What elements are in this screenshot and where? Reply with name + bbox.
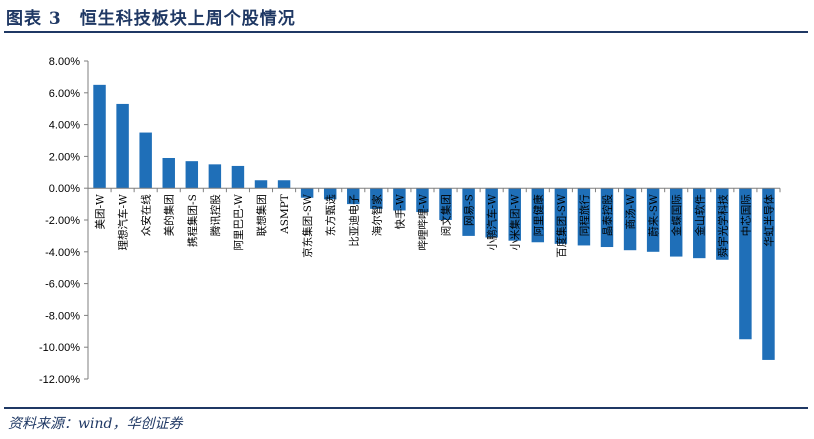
category-label: 晶泰控股 [601,194,614,236]
bar [531,188,545,243]
bar-chart: 8.00% 6.00% 4.00% 2.00% 0.00% -2.00% -4.00% -6.… [39,56,781,386]
bar [462,188,475,236]
bar [762,188,775,360]
category-label: 华虹半导体 [762,194,775,247]
category-label: 阿里健康 [532,194,545,236]
category-label: 携程集团-S [186,194,199,247]
bar [347,188,360,205]
y-tick-label: 0.00% [49,183,80,195]
category-label: 网易-S [464,194,476,226]
category-label: 众安在线 [140,194,153,236]
category-label: 中芯国际 [739,194,752,236]
category-label: 金山软件 [693,194,706,236]
category-label: 联想集团 [255,194,268,236]
bar [185,161,199,189]
bar [323,188,337,200]
bar [300,188,314,198]
bar [139,132,152,189]
category-labels: 美团-W 理想汽车-W 众安在线 美的集团 携程集团-S 腾讯控股 阿里巴巴-W 联想集团 AS… [94,194,776,258]
y-tick-label: -4.00% [45,247,80,259]
bar [646,188,660,252]
category-label: 东方甄选 [324,194,337,236]
category-label: 哔哩哔哩-W [416,194,429,251]
y-tick-label: -12.00% [39,374,80,386]
bar [739,188,752,340]
bar [693,188,706,259]
y-tick-label: -10.00% [39,342,80,354]
bar [669,188,683,257]
y-tick-label: 4.00% [49,120,80,132]
category-label: ASMPT [279,194,291,235]
category-label: 同程旅行 [578,194,591,236]
category-label: 金蝶国际 [670,194,683,236]
y-tick-label: 6.00% [49,88,80,100]
category-label: 比亚迪电子 [347,194,360,247]
bar [439,188,452,220]
y-tick-label: -2.00% [45,215,80,227]
bar [370,188,383,209]
bar [600,188,614,248]
category-label: 腾讯控股 [209,194,222,236]
source-note: 资料来源：wind，华创证券 [8,416,183,432]
y-tick-label: -6.00% [45,279,80,291]
y-tick-label: 8.00% [49,56,80,68]
category-label: 理想汽车-W [117,194,130,251]
bar [116,103,129,189]
category-label: 百度集团-SW [555,194,568,258]
bars [93,84,775,360]
header-rule [4,31,808,33]
category-label: 京东集团-SW [301,194,314,258]
y-tick-label: 2.00% [49,151,80,163]
category-label: 小鹏汽车-W [486,194,499,251]
footer-rule [4,407,808,409]
y-tick-label: -8.00% [45,310,80,322]
x-axis [87,187,781,193]
bar [393,188,406,211]
bar [93,84,106,189]
category-label: 蔚来-SW [648,194,660,237]
category-label: 阿里巴巴-W [233,194,245,251]
figure-title: 图表 3 恒生科技板块上周个股情况 [6,9,296,29]
category-label: 美团-W [94,194,107,230]
category-label: 阅文集团 [440,194,453,236]
bar [208,164,222,189]
bar [231,165,245,189]
category-label: 商汤-W [624,194,637,230]
bar [485,188,498,238]
bar [716,188,729,260]
category-label: 海尔智家 [370,194,383,236]
bar [254,180,268,189]
bar [623,188,637,251]
bar [577,188,591,246]
category-label: 美的集团 [163,194,176,236]
bar [554,188,568,244]
y-axis: 8.00% 6.00% 4.00% 2.00% 0.00% -2.00% -4.00% -6.… [39,56,89,386]
bar [508,188,521,241]
category-label: 小米集团-W [509,194,522,251]
bar [416,188,429,213]
bar [162,157,175,189]
category-label: 舜宇光学科技 [716,194,729,257]
category-label: 快手-W [393,194,406,230]
figure-header: 图表 3 恒生科技板块上周个股情况 [0,0,814,34]
bar [277,180,291,189]
